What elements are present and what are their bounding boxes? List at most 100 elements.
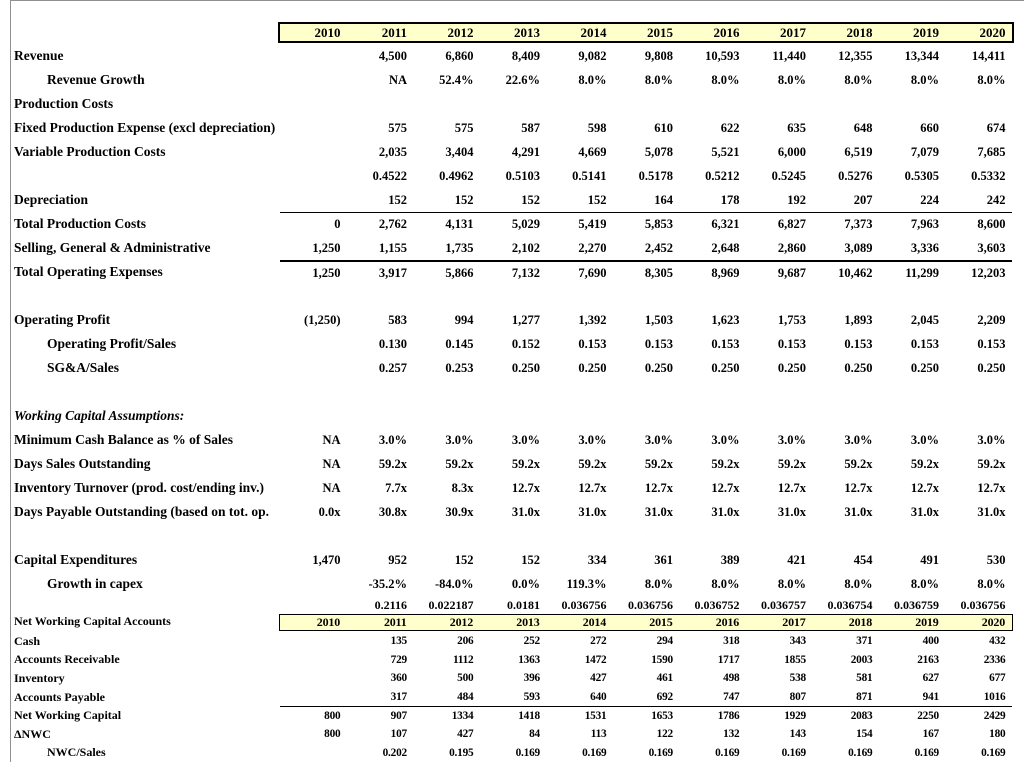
value-cell: 152 bbox=[587, 192, 607, 207]
row-values: NA 3.0% 3.0% 3.0% 3.0% 3.0% 3.0% 3.0% 3.0% 3.0% 3.… bbox=[280, 428, 1012, 452]
row-values: 135 206 252 272 294 318 343 371 400 432 bbox=[280, 632, 1012, 651]
value-cell: 6,827 bbox=[777, 217, 806, 231]
value-cell: 30.8x bbox=[378, 504, 407, 519]
value-cell: 31.0x bbox=[910, 504, 939, 519]
value-cell: 12.7x bbox=[844, 480, 873, 495]
value-cell: 0.153 bbox=[711, 336, 740, 351]
table-row: Capital Expenditures 1,470 952 152 152 334 361… bbox=[0, 548, 1024, 572]
value-cell: 575 bbox=[388, 120, 407, 135]
row-values: 0.4522 0.4962 0.5103 0.5141 0.5178 0.5212 0.52… bbox=[280, 164, 1012, 188]
value-cell: 1,277 bbox=[511, 312, 540, 327]
table-row bbox=[0, 524, 1024, 548]
row-values: 1,250 1,155 1,735 2,102 2,270 2,452 2,648 2,860… bbox=[280, 236, 1012, 260]
value-cell: 0.250 bbox=[910, 360, 939, 375]
row-label bbox=[0, 596, 280, 614]
row-label: Total Operating Expenses bbox=[14, 264, 163, 279]
row-values bbox=[280, 284, 1012, 308]
value-cell: 0.5178 bbox=[638, 168, 673, 183]
value-cell: 8,409 bbox=[511, 48, 540, 63]
value-cell: 5,029 bbox=[511, 217, 540, 231]
value-cell: 538 bbox=[789, 672, 807, 685]
value-cell: 498 bbox=[723, 672, 740, 685]
row-values: 1,250 3,917 5,866 7,132 7,690 8,305 8,969 9,687… bbox=[280, 260, 1012, 284]
year-header-cell: 2015 bbox=[647, 24, 673, 40]
row-label: Total Production Costs bbox=[14, 216, 147, 231]
value-cell: 0.153 bbox=[977, 336, 1006, 351]
year-header-cell: 2011 bbox=[383, 615, 407, 629]
value-cell: 2,045 bbox=[910, 312, 939, 327]
value-cell: 674 bbox=[986, 120, 1006, 135]
year-header-cell: 2017 bbox=[780, 24, 806, 40]
value-cell: 800 bbox=[324, 710, 341, 723]
value-cell: 242 bbox=[986, 192, 1006, 207]
value-cell: 371 bbox=[856, 635, 873, 648]
table-row: Total Production Costs 0 2,762 4,131 5,029 5,… bbox=[0, 212, 1024, 236]
value-cell: 1,893 bbox=[844, 312, 873, 327]
value-cell: 0.250 bbox=[644, 360, 673, 375]
row-label: Minimum Cash Balance as % of Sales bbox=[14, 432, 234, 447]
year-header-cell: 2010 bbox=[316, 615, 340, 629]
value-cell: 2163 bbox=[917, 653, 939, 666]
value-cell: 22.6% bbox=[505, 72, 540, 87]
value-cell: 7,963 bbox=[910, 217, 939, 231]
row-values bbox=[280, 524, 1012, 548]
value-cell: 3.0% bbox=[511, 432, 540, 447]
row-values: 0.257 0.253 0.250 0.250 0.250 0.250 0.250 0.250… bbox=[280, 356, 1012, 380]
row-label bbox=[0, 284, 280, 308]
value-cell: 0.022187 bbox=[428, 597, 474, 612]
row-label: NWC/Sales bbox=[47, 745, 106, 760]
value-cell: 660 bbox=[920, 120, 939, 135]
value-cell: 427 bbox=[590, 672, 607, 685]
table-row: Operating Profit/Sales 0.130 0.145 0.152 0.1… bbox=[0, 332, 1024, 356]
value-cell: 635 bbox=[787, 120, 806, 135]
row-label: Capital Expenditures bbox=[14, 552, 138, 567]
value-cell: 3,917 bbox=[378, 265, 407, 280]
row-values: 152 152 152 152 164 178 192 207 224 242 bbox=[280, 188, 1012, 212]
row-label: Accounts Payable bbox=[14, 689, 105, 704]
value-cell: 8,600 bbox=[977, 217, 1006, 231]
value-cell: 192 bbox=[787, 192, 806, 207]
value-cell: 10,462 bbox=[838, 265, 873, 280]
value-cell: 640 bbox=[590, 691, 607, 704]
value-cell: 7,132 bbox=[511, 265, 540, 280]
value-cell: 1855 bbox=[784, 653, 806, 666]
value-cell: 1112 bbox=[452, 653, 474, 666]
value-cell: 0.169 bbox=[715, 746, 740, 759]
value-cell: 5,419 bbox=[578, 217, 607, 231]
value-cell: 677 bbox=[989, 672, 1006, 685]
value-cell: 8.0% bbox=[711, 576, 740, 591]
row-values: (1,250) 583 994 1,277 1,392 1,503 1,623 1,753 1,… bbox=[280, 308, 1012, 332]
value-cell: 0.5332 bbox=[971, 168, 1006, 183]
value-cell: 12.7x bbox=[711, 480, 740, 495]
value-cell: 1,155 bbox=[378, 240, 407, 255]
table-row: Inventory 360 500 396 427 461 498 538 581 627 677 bbox=[0, 669, 1024, 688]
table-row: Production Costs bbox=[0, 92, 1024, 116]
value-cell: 361 bbox=[654, 552, 673, 567]
table-row: Selling, General & Administrative 1,250 1,… bbox=[0, 236, 1024, 260]
value-cell: 3.0% bbox=[844, 432, 873, 447]
value-cell: 0.250 bbox=[844, 360, 873, 375]
value-cell: 59.2x bbox=[711, 456, 740, 471]
value-cell: 0 bbox=[334, 217, 341, 231]
value-cell: 14,411 bbox=[971, 48, 1006, 63]
value-cell: 7,373 bbox=[844, 217, 873, 231]
row-values: 4,500 6,860 8,409 9,082 9,808 10,593 11,440 12,… bbox=[280, 44, 1012, 68]
value-cell: 9,687 bbox=[777, 265, 806, 280]
value-cell: 343 bbox=[789, 635, 807, 648]
row-values: 0 2,762 4,131 5,029 5,419 5,853 6,321 6,827 7,37… bbox=[280, 212, 1012, 236]
value-cell: 8.0% bbox=[578, 72, 607, 87]
value-cell: 8.0% bbox=[711, 72, 740, 87]
value-cell: 587 bbox=[521, 120, 540, 135]
value-cell: 113 bbox=[590, 728, 607, 741]
year-header-row: 2010 2011 2012 2013 2014 2015 2016 2017 2018 2019… bbox=[0, 22, 1024, 44]
value-cell: 598 bbox=[587, 120, 607, 135]
table-row: Days Payable Outstanding (based on tot. … bbox=[0, 500, 1024, 524]
year-header-cell: 2015 bbox=[649, 615, 673, 629]
value-cell: 4,500 bbox=[378, 48, 407, 63]
row-values: NA 59.2x 59.2x 59.2x 59.2x 59.2x 59.2x 59.2x 59.… bbox=[280, 452, 1012, 476]
value-cell: 0.036752 bbox=[694, 597, 740, 612]
row-label: Revenue bbox=[14, 48, 64, 63]
value-cell: 152 bbox=[521, 552, 540, 567]
value-cell: 334 bbox=[587, 552, 607, 567]
